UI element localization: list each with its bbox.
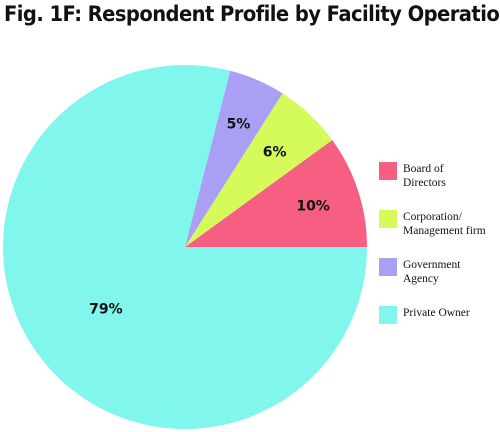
chart-title: Fig. 1F: Respondent Profile by Facility … (4, 2, 500, 26)
pie-slice-private-owner (3, 65, 368, 430)
legend-label-government-agency: Government (403, 259, 461, 271)
legend-label-government-agency: Agency (403, 273, 439, 285)
legend-label-board-of-directors: Board of (403, 163, 444, 175)
pie-slice-corporation-management-firm (185, 93, 333, 247)
slice-label-corporation-management-firm: 6% (263, 145, 287, 161)
pie-slices (3, 65, 368, 430)
pie-slice-board-of-directors (185, 140, 367, 247)
legend-swatch-private-owner (379, 306, 397, 324)
slice-label-board-of-directors: 10% (296, 198, 330, 214)
legend-label-corporation-management-firm: Corporation/ (403, 211, 463, 223)
legend-swatch-corporation-management-firm (379, 210, 397, 228)
legend-label-board-of-directors: Directors (403, 177, 446, 189)
slice-label-private-owner: 79% (89, 301, 123, 317)
legend-swatch-board-of-directors (379, 162, 397, 180)
slice-label-government-agency: 5% (227, 116, 251, 132)
pie-slice-government-agency (185, 70, 283, 247)
legend-label-corporation-management-firm: Management firm (403, 225, 486, 237)
legend: Board of Directors Corporation/Management … (379, 162, 486, 324)
pie-slice-labels: 10% 6% 5% 79% (89, 116, 330, 317)
legend-label-private-owner: Private Owner (403, 307, 470, 319)
legend-swatch-government-agency (379, 258, 397, 276)
